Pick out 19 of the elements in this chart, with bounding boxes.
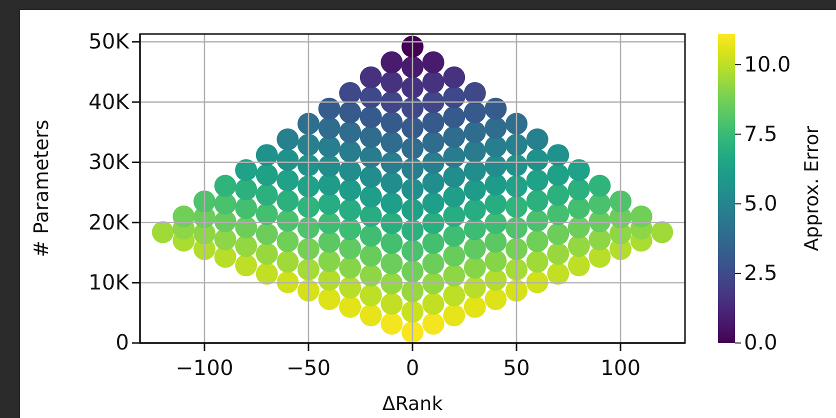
y-tick-label: 50K [88,30,130,54]
y-axis-title: # Parameters [29,120,53,258]
color-bar-label: 2.5 [744,261,778,286]
x-tick-label: −50 [286,356,331,380]
y-tick-label: 30K [88,150,130,174]
x-tick-label: −100 [176,356,234,380]
color-bar-label: 0.0 [744,330,778,355]
color-bar-label: 5.0 [744,192,778,216]
x-tick-label: 50 [503,356,530,380]
x-tick-label: 100 [600,356,641,380]
color-bar-label: 10.0 [744,52,791,76]
x-axis-title: ΔRank [382,393,443,415]
y-tick-label: 20K [88,210,130,234]
y-tick-label: 40K [88,90,130,114]
x-tick-label: 0 [406,356,420,380]
y-tick-label: 10K [88,270,130,294]
color-bar-label: 7.5 [744,122,778,146]
color-bar-title: Approx. Error [801,126,823,252]
y-tick-label: 0 [116,330,129,355]
